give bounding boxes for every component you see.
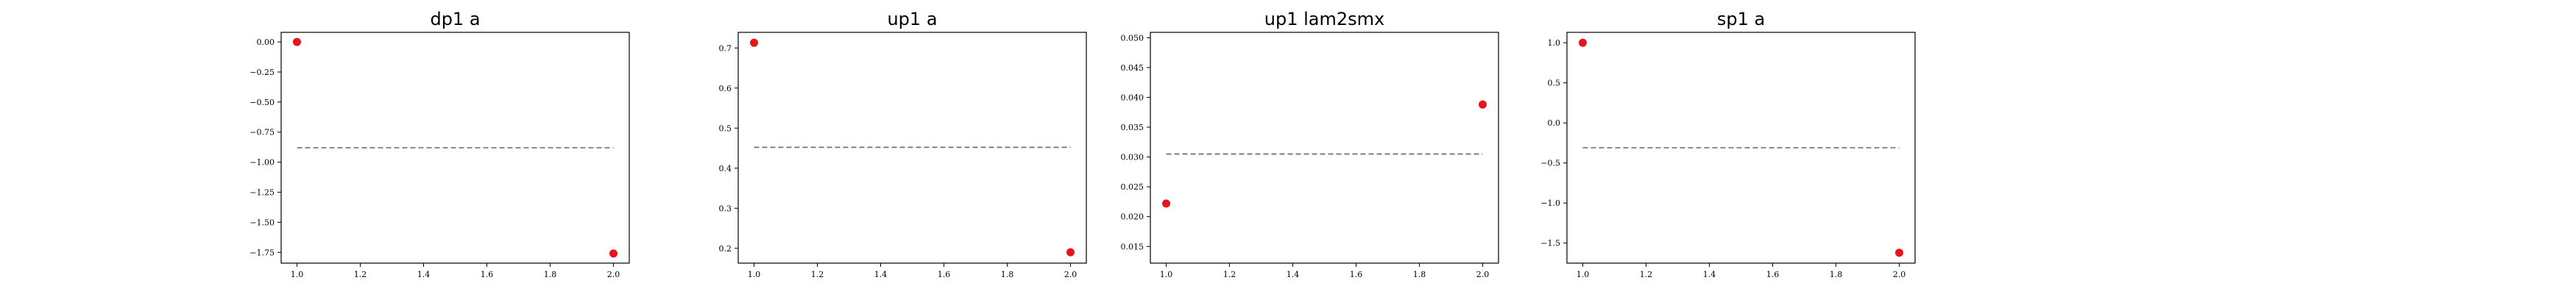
- chart-title: dp1 a: [430, 9, 480, 29]
- y-tick-label: 1.0: [1548, 38, 1561, 48]
- y-tick-label: −0.75: [250, 128, 275, 137]
- x-tick-label: 1.8: [1413, 270, 1426, 279]
- y-tick-label: 0.5: [719, 123, 732, 133]
- x-tick-label: 2.0: [1064, 270, 1078, 279]
- x-tick-label: 1.2: [1640, 270, 1653, 279]
- y-tick-label: 0.050: [1121, 33, 1144, 43]
- x-tick-label: 1.4: [874, 270, 888, 279]
- y-tick-label: −1.5: [1540, 239, 1560, 248]
- x-tick-label: 1.0: [1577, 270, 1590, 279]
- y-tick-label: 0.5: [1548, 79, 1561, 88]
- y-tick-label: 0.025: [1121, 182, 1144, 192]
- x-tick-label: 1.2: [811, 270, 824, 279]
- data-point: [1479, 100, 1487, 109]
- chart-title: up1 lam2smx: [1264, 9, 1384, 29]
- axes-frame: [1150, 32, 1499, 264]
- x-tick-label: 2.0: [1893, 270, 1906, 279]
- chart-title: sp1 a: [1717, 9, 1765, 29]
- x-tick-label: 1.0: [748, 270, 761, 279]
- y-tick-label: −0.25: [250, 68, 275, 77]
- data-point: [750, 38, 758, 47]
- x-tick-label: 1.8: [544, 270, 557, 279]
- data-point: [609, 249, 618, 258]
- x-tick-label: 1.6: [481, 270, 494, 279]
- x-tick-label: 1.8: [1001, 270, 1014, 279]
- x-tick-label: 2.0: [607, 270, 620, 279]
- subplot-sp1-a: sp1 a 1.0 1.2 1.4 1.6 1.8 2.0 1.0 0.5 0.0 −0.5 −1.0…: [1540, 9, 1916, 279]
- x-tick-label: 1.2: [354, 270, 367, 279]
- y-tick-label: −1.25: [250, 188, 275, 198]
- x-tick-label: 1.2: [1223, 270, 1236, 279]
- axes-frame: [737, 32, 1087, 264]
- data-point: [1066, 248, 1075, 257]
- axes-frame: [1566, 32, 1916, 264]
- data-point: [1162, 199, 1170, 208]
- y-tick-label: −1.0: [1540, 198, 1560, 208]
- y-tick-label: 0.030: [1121, 153, 1144, 162]
- chart-title: up1 a: [887, 9, 937, 29]
- x-tick-label: 1.4: [1703, 270, 1716, 279]
- y-tick-label: 0.7: [719, 43, 732, 53]
- subplot-up1-a: up1 a 1.0 1.2 1.4 1.6 1.8 2.0 0.2 0.3 0.4 0.5 0.6 0.…: [719, 9, 1087, 279]
- x-tick-label: 1.0: [291, 270, 304, 279]
- data-point: [293, 37, 301, 46]
- y-tick-label: 0.0: [1548, 118, 1561, 128]
- y-tick-label: 0.00: [257, 37, 275, 47]
- x-tick-label: 2.0: [1476, 270, 1490, 279]
- y-tick-label: 0.015: [1121, 242, 1144, 251]
- x-tick-label: 1.8: [1830, 270, 1843, 279]
- x-tick-label: 1.6: [1766, 270, 1780, 279]
- y-tick-label: 0.040: [1121, 93, 1144, 102]
- y-tick-label: 0.020: [1121, 212, 1144, 222]
- y-tick-label: 0.035: [1121, 123, 1144, 132]
- y-tick-label: −1.75: [250, 248, 275, 257]
- y-tick-label: −1.50: [250, 218, 275, 227]
- x-tick-label: 1.0: [1160, 270, 1173, 279]
- x-tick-label: 1.4: [417, 270, 431, 279]
- data-point: [1895, 248, 1903, 257]
- data-point: [1579, 38, 1587, 47]
- y-tick-label: −1.00: [250, 158, 275, 168]
- y-tick-label: 0.4: [719, 164, 732, 173]
- x-tick-label: 1.4: [1287, 270, 1300, 279]
- axes-frame: [280, 32, 630, 264]
- y-tick-label: 0.045: [1121, 63, 1144, 73]
- x-tick-label: 1.6: [1350, 270, 1363, 279]
- subplot-dp1-a: dp1 a 1.0 1.2 1.4 1.6 1.8 2.0 0.00 −0.25 −0.50 −0.…: [250, 9, 630, 279]
- y-tick-label: −0.50: [250, 98, 275, 107]
- y-tick-label: −0.5: [1540, 159, 1560, 168]
- y-tick-label: 0.6: [719, 84, 732, 93]
- subplot-up1-lam2smx: up1 lam2smx 1.0 1.2 1.4 1.6 1.8 2.0 0.015 0.020 0…: [1121, 9, 1499, 279]
- y-tick-label: 0.2: [719, 244, 732, 254]
- y-tick-label: 0.3: [719, 204, 732, 213]
- x-tick-label: 1.6: [938, 270, 951, 279]
